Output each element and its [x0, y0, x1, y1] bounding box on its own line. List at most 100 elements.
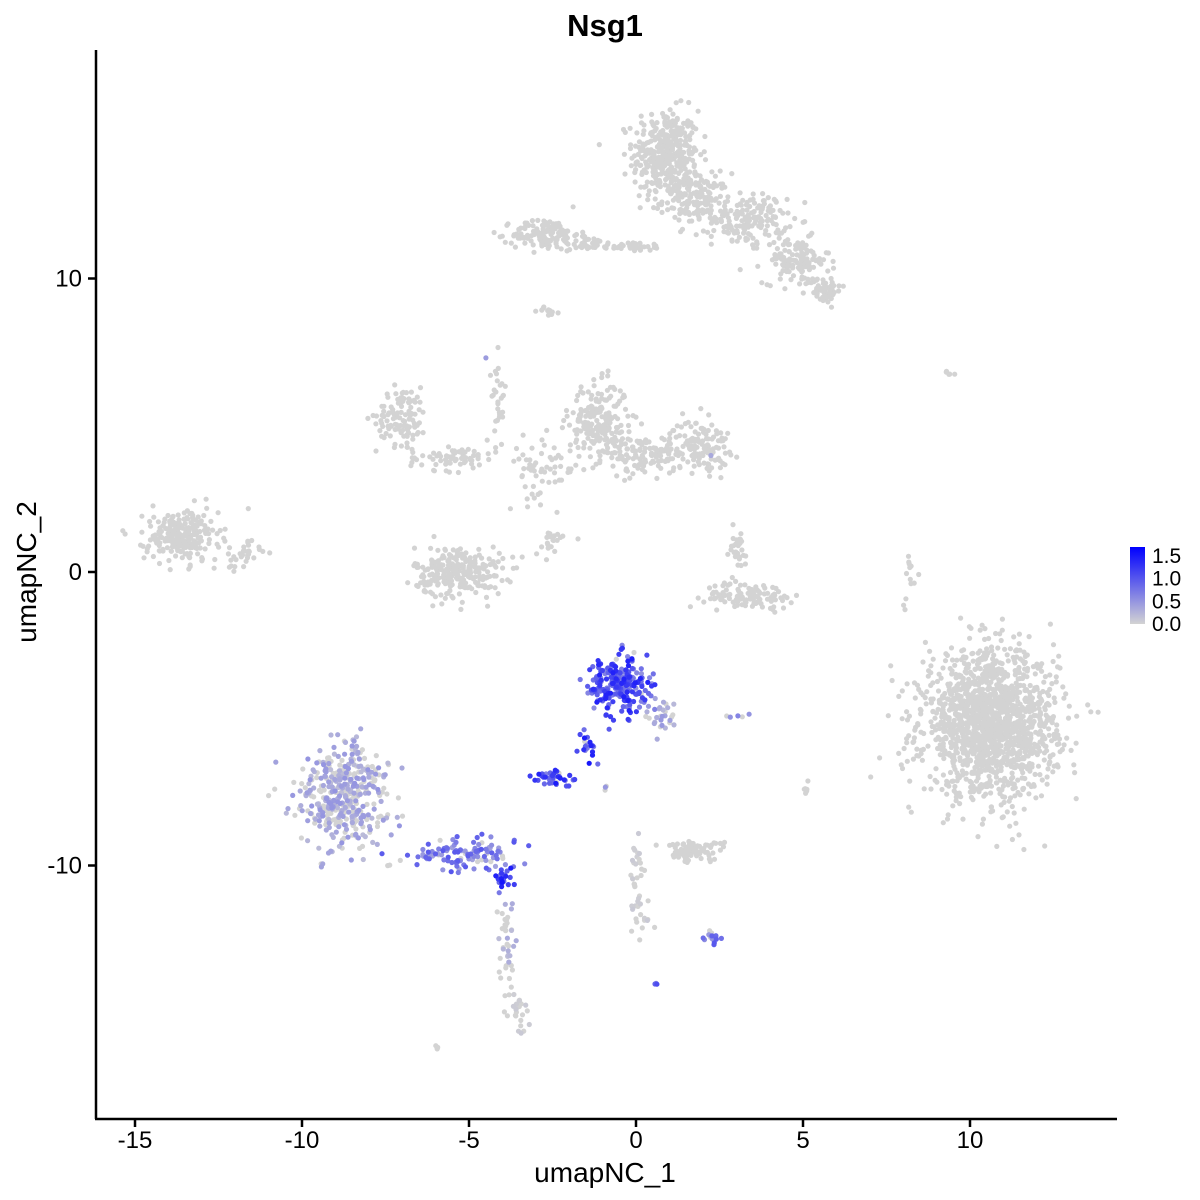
cell-point [416, 420, 422, 426]
cell-point [662, 138, 668, 145]
cell-point [541, 442, 547, 448]
cell-point [147, 518, 153, 525]
cell-point [805, 778, 811, 784]
cell-point [935, 688, 942, 694]
cell-point [139, 529, 145, 535]
cell-point [977, 627, 983, 633]
cell-point [993, 630, 999, 637]
cell-point [497, 955, 503, 961]
cell-point [677, 128, 683, 134]
cell-point [709, 422, 715, 428]
cell-point [1015, 666, 1022, 673]
cell-point [215, 510, 221, 516]
cell-point [554, 237, 560, 243]
cell-point [734, 602, 740, 608]
cell-point [641, 867, 648, 874]
cell-point [1020, 786, 1026, 792]
cell-point [361, 755, 368, 762]
cell-point [1015, 698, 1021, 704]
cell-point [305, 838, 311, 844]
cell-point [317, 748, 323, 754]
cell-point [1054, 762, 1060, 768]
cell-point [888, 663, 894, 669]
cell-point [533, 473, 539, 479]
cell-point [677, 137, 684, 144]
cell-point [960, 750, 966, 756]
cell-point [500, 393, 506, 399]
cell-point [567, 442, 574, 448]
cell-point [1046, 761, 1052, 767]
cell-point [317, 823, 323, 829]
cell-point [197, 528, 203, 535]
cell-point [349, 758, 355, 764]
cell-point [689, 470, 695, 476]
cell-point [712, 595, 719, 601]
cell-point [722, 450, 729, 456]
cell-point [211, 565, 217, 571]
cell-point [629, 444, 636, 450]
cell-point [666, 451, 672, 457]
cell-point [233, 557, 239, 563]
cell-point [139, 513, 145, 519]
cell-point [958, 615, 964, 621]
cell-point [677, 152, 683, 158]
cell-point [704, 465, 710, 471]
cell-point [621, 151, 628, 157]
cell-point [984, 700, 990, 706]
cell-point [486, 456, 492, 463]
cell-point [326, 779, 332, 785]
cell-point [321, 762, 327, 768]
cell-point [922, 695, 928, 701]
cell-point [283, 810, 289, 816]
cell-point [963, 682, 969, 688]
cell-point [335, 732, 341, 738]
cell-point [1061, 742, 1067, 748]
cell-point [933, 766, 939, 772]
cell-point [717, 847, 724, 853]
cell-point [959, 719, 965, 725]
cell-point [943, 734, 949, 741]
cell-point [820, 286, 826, 293]
cell-point [343, 826, 350, 832]
cell-point [828, 295, 834, 302]
cell-point [810, 256, 816, 262]
cell-point [186, 535, 192, 541]
cell-point [953, 706, 959, 712]
cell-point [1026, 791, 1032, 797]
cell-point [1037, 690, 1043, 697]
cell-point [372, 777, 378, 783]
cell-point [374, 823, 381, 830]
cell-point [453, 839, 459, 846]
cell-point [381, 413, 387, 420]
cell-point [1004, 762, 1010, 768]
cell-point [752, 600, 758, 607]
cell-point [520, 452, 526, 458]
cell-point [591, 236, 597, 242]
cell-point [500, 414, 506, 420]
cell-point [587, 445, 593, 451]
cell-point [994, 780, 1000, 786]
cell-point [1007, 714, 1013, 720]
cell-point [1033, 729, 1039, 735]
cell-point [1028, 722, 1034, 728]
cell-point [889, 677, 895, 684]
cell-point [630, 906, 636, 912]
cell-point [717, 465, 724, 471]
cell-point [444, 459, 450, 465]
cell-point [629, 857, 636, 864]
cell-point [495, 559, 501, 565]
cell-point [1047, 672, 1053, 678]
cell-point [789, 252, 796, 258]
cell-point [1041, 757, 1047, 763]
cell-point [1000, 814, 1006, 820]
cell-point [536, 231, 542, 237]
cell-point [208, 518, 214, 525]
cell-point [434, 576, 440, 582]
cell-point [194, 545, 200, 552]
cell-point [320, 782, 326, 789]
cell-point [339, 840, 345, 846]
cell-point [998, 802, 1004, 808]
cell-point [907, 778, 913, 784]
cell-point [954, 778, 960, 784]
cell-point [1016, 631, 1023, 637]
